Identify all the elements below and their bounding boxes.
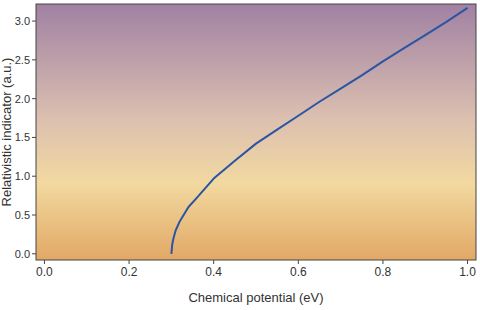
x-tick	[129, 260, 130, 264]
y-tick-label: 0.0	[15, 248, 30, 260]
x-tick-label: 0.8	[375, 265, 392, 279]
series-group	[171, 8, 467, 254]
x-tick-label: 0.6	[290, 265, 307, 279]
y-axis-label: Relativistic indicator (a.u.)	[0, 58, 14, 207]
y-tick	[32, 253, 36, 254]
x-tick	[298, 260, 299, 264]
data-line	[171, 8, 467, 254]
y-tick-label: 0.5	[15, 209, 30, 221]
x-tick	[44, 260, 45, 264]
chart: 0.0 0.2 0.4 0.6 0.8 1.0 0.0 0.5 1.0 1.5 2.0 2.5 3.0 C…	[0, 0, 480, 310]
y-tick	[32, 176, 36, 177]
y-tick-label: 1.5	[15, 131, 30, 143]
x-tick	[467, 260, 468, 264]
y-tick-label: 1.0	[15, 170, 30, 182]
y-tick	[32, 59, 36, 60]
plot-frame	[36, 4, 476, 260]
y-tick	[32, 137, 36, 138]
x-tick-label: 0.2	[121, 265, 138, 279]
y-tick-label: 3.0	[15, 15, 30, 27]
x-tick	[213, 260, 214, 264]
x-tick-label: 0.0	[36, 265, 53, 279]
x-axis-label: Chemical potential (eV)	[188, 290, 323, 305]
y-tick	[32, 21, 36, 22]
x-tick-label: 0.4	[205, 265, 222, 279]
plot-background	[36, 4, 476, 260]
y-tick-label: 2.5	[15, 54, 30, 66]
x-tick-label: 1.0	[459, 265, 476, 279]
y-tick	[32, 98, 36, 99]
y-tick	[32, 215, 36, 216]
x-tick	[382, 260, 383, 264]
y-tick-label: 2.0	[15, 93, 30, 105]
